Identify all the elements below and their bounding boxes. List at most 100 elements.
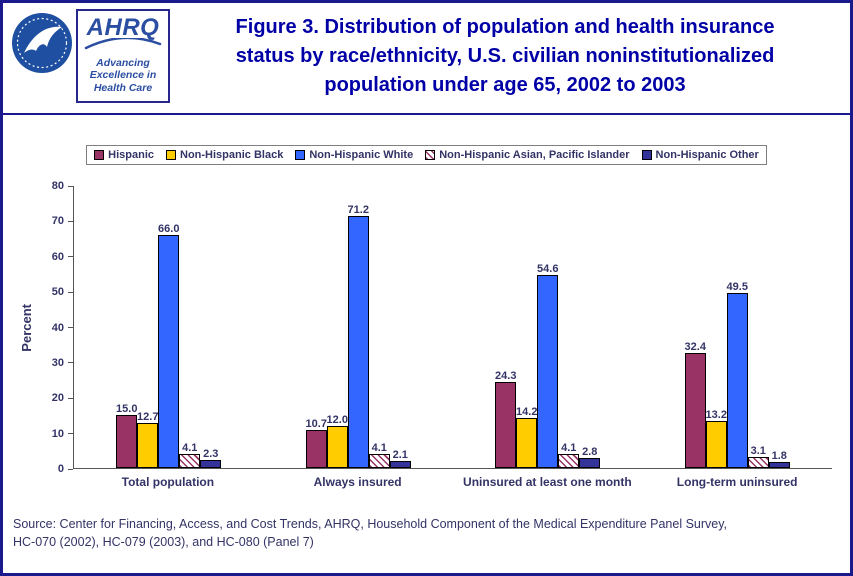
title-line-2: status by race/ethnicity, U.S. civilian … xyxy=(235,45,775,67)
y-tick-label: 10 xyxy=(51,427,64,440)
bar-value-label: 32.4 xyxy=(684,341,706,354)
ahrq-acronym: AHRQ xyxy=(86,14,160,41)
legend-label: Non-Hispanic Other xyxy=(655,149,759,161)
bar-hispanic-long-term-uninsured: 32.4 xyxy=(685,341,706,468)
ahrq-logo: AHRQ Advancing Excellence in Health Care xyxy=(76,9,170,103)
bar-non-hispanic-asian-pacific-islander-always-insured: 4.1 xyxy=(368,442,390,468)
bar-value-label: 1.8 xyxy=(771,449,787,462)
bar-value-label: 12.0 xyxy=(326,413,348,426)
y-tick-mark xyxy=(68,397,73,399)
bar-non-hispanic-asian-pacific-islander-uninsured-at-least-one-month: 4.1 xyxy=(558,442,580,468)
bar-non-hispanic-other-uninsured-at-least-one-month: 2.8 xyxy=(579,446,601,468)
bar-value-label: 3.1 xyxy=(750,445,766,458)
x-category-label: Uninsured at least one month xyxy=(463,475,632,489)
ahrq-swoosh-icon xyxy=(84,36,162,55)
y-tick-label: 60 xyxy=(51,250,64,263)
bar-value-label: 2.8 xyxy=(582,446,598,459)
legend-item-non-hispanic-white: Non-Hispanic White xyxy=(295,149,413,161)
logo-block: AHRQ Advancing Excellence in Health Care xyxy=(11,9,170,113)
x-category-label: Long-term uninsured xyxy=(676,475,798,489)
bar-non-hispanic-black-always-insured: 12.0 xyxy=(327,414,348,468)
tagline-line: Excellence in xyxy=(89,69,157,82)
bar-value-label: 4.1 xyxy=(561,441,577,454)
title-line-1: Figure 3. Distribution of population and… xyxy=(235,16,775,38)
y-tick-mark xyxy=(68,468,73,470)
bar-non-hispanic-other-always-insured: 2.1 xyxy=(389,449,411,468)
legend: Hispanic Non-Hispanic Black Non-Hispanic W… xyxy=(86,145,767,165)
source-line-1: Source: Center for Financing, Access, an… xyxy=(13,517,728,531)
bar-non-hispanic-white-long-term-uninsured: 49.5 xyxy=(727,281,748,468)
bar-value-label: 4.1 xyxy=(182,441,198,454)
bar-non-hispanic-asian-pacific-islander-total-population: 4.1 xyxy=(179,442,201,468)
bar-value-label: 2.3 xyxy=(203,447,219,460)
legend-swatch-icon xyxy=(425,150,436,160)
y-tick-label: 30 xyxy=(51,356,64,369)
y-tick-label: 70 xyxy=(51,215,64,228)
legend-item-non-hispanic-black: Non-Hispanic Black xyxy=(166,149,283,161)
bar-non-hispanic-white-uninsured-at-least-one-month: 54.6 xyxy=(537,263,558,468)
tagline-line: Health Care xyxy=(93,81,153,94)
plot-area: 15.0 12.7 66.0 4.1 2.3 10.7 12.0 71.2 4.1 2.1 24.3… xyxy=(73,186,832,469)
header-divider xyxy=(3,113,850,115)
legend-label: Hispanic xyxy=(108,149,155,161)
y-tick-mark xyxy=(68,433,73,435)
bar-non-hispanic-black-long-term-uninsured: 13.2 xyxy=(706,409,727,468)
y-axis-title: Percent xyxy=(18,303,34,352)
y-tick-mark xyxy=(68,362,73,364)
legend-swatch-icon xyxy=(94,150,105,160)
y-tick-label: 40 xyxy=(51,321,64,334)
chart: Hispanic Non-Hispanic Black Non-Hispanic W… xyxy=(3,145,850,489)
y-tick-label: 80 xyxy=(51,180,64,192)
bar-value-label: 12.7 xyxy=(137,411,159,424)
x-category-label: Always insured xyxy=(313,475,402,489)
bar-value-label: 66.0 xyxy=(158,222,180,235)
y-tick-label: 0 xyxy=(57,463,64,475)
x-axis-labels: Total population Always insured Uninsured … xyxy=(73,475,832,489)
bar-non-hispanic-white-always-insured: 71.2 xyxy=(348,204,369,468)
legend-swatch-icon xyxy=(641,150,652,160)
hhs-seal-icon xyxy=(11,12,73,74)
y-tick-mark xyxy=(68,185,73,187)
bar-non-hispanic-asian-pacific-islander-long-term-uninsured: 3.1 xyxy=(747,445,769,468)
source-note: Source: Center for Financing, Access, an… xyxy=(13,516,838,551)
source-line-2: HC-070 (2002), HC-079 (2003), and HC-080… xyxy=(13,534,314,549)
legend-label: Non-Hispanic Black xyxy=(180,149,284,161)
bar-value-label: 15.0 xyxy=(116,402,138,415)
tagline-line: Advancing xyxy=(96,57,150,69)
bar-hispanic-total-population: 15.0 xyxy=(116,403,137,468)
bar-hispanic-always-insured: 10.7 xyxy=(306,418,327,468)
legend-item-non-hispanic-other: Non-Hispanic Other xyxy=(641,149,759,161)
bar-non-hispanic-other-long-term-uninsured: 1.8 xyxy=(768,450,790,468)
plot-row: Percent 0 10 20 30 40 50 60 70 80 15.0 12.7 66.0 4.… xyxy=(13,180,832,489)
bar-value-label: 24.3 xyxy=(495,370,517,383)
y-tick-mark xyxy=(68,291,73,293)
bar-value-label: 4.1 xyxy=(371,441,387,454)
y-axis: 0 10 20 30 40 50 60 70 80 xyxy=(39,180,73,475)
legend-label: Non-Hispanic Asian, Pacific Islander xyxy=(439,149,630,161)
bar-group-total-population: 15.0 12.7 66.0 4.1 2.3 xyxy=(74,186,264,468)
title-line-3: population under age 65, 2002 to 2003 xyxy=(324,74,686,96)
bar-non-hispanic-other-total-population: 2.3 xyxy=(200,448,222,468)
bar-value-label: 2.1 xyxy=(392,448,408,461)
y-tick-label: 20 xyxy=(51,392,64,405)
bar-value-label: 13.2 xyxy=(705,409,727,422)
bar-value-label: 14.2 xyxy=(516,405,538,418)
x-category-label: Total population xyxy=(121,475,215,489)
legend-label: Non-Hispanic White xyxy=(309,149,414,161)
bar-non-hispanic-white-total-population: 66.0 xyxy=(158,223,179,468)
figure-title: Figure 3. Distribution of population and… xyxy=(170,9,840,113)
y-tick-label: 50 xyxy=(51,286,64,299)
bar-value-label: 54.6 xyxy=(537,262,559,275)
legend-swatch-icon xyxy=(166,150,177,160)
bar-hispanic-uninsured-at-least-one-month: 24.3 xyxy=(495,370,516,468)
bar-value-label: 71.2 xyxy=(347,204,369,217)
bar-value-label: 10.7 xyxy=(305,418,327,431)
y-tick-mark xyxy=(68,220,73,222)
bar-group-long-term-uninsured: 32.4 13.2 49.5 3.1 1.8 xyxy=(643,186,833,468)
bar-non-hispanic-black-total-population: 12.7 xyxy=(137,411,158,468)
y-tick-mark xyxy=(68,256,73,258)
bar-value-label: 49.5 xyxy=(726,280,748,293)
legend-item-non-hispanic-asian-pacific-islander: Non-Hispanic Asian, Pacific Islander xyxy=(425,149,630,161)
legend-swatch-icon xyxy=(295,150,306,160)
